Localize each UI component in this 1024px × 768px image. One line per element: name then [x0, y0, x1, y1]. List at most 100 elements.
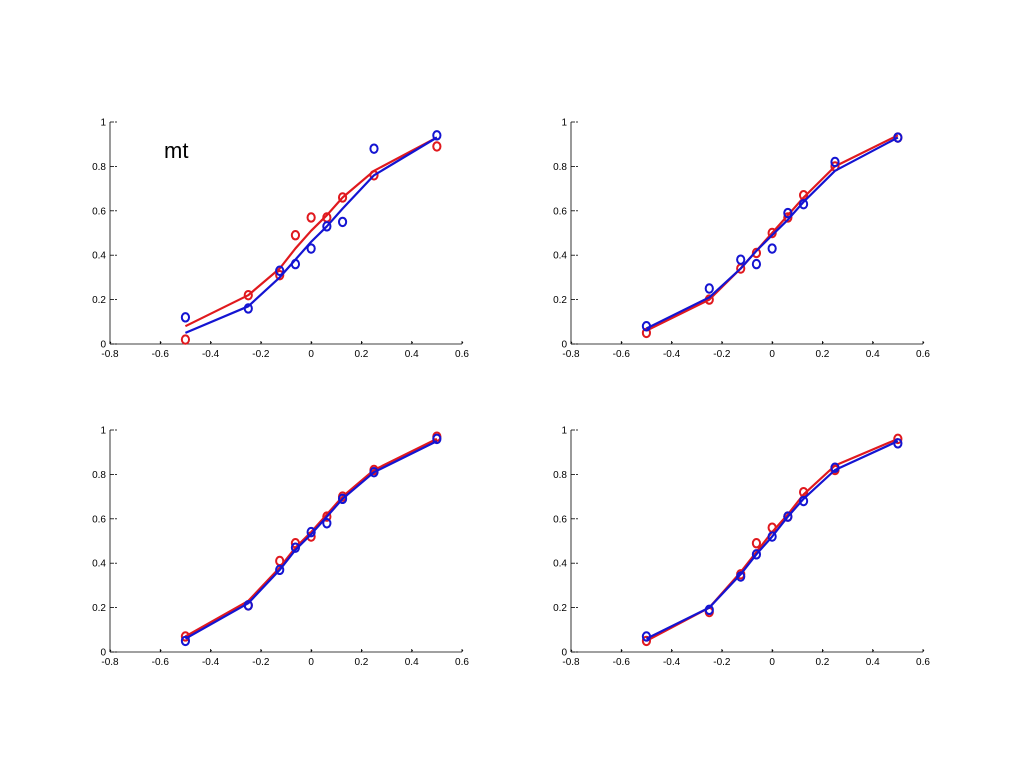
x-tick-top: [361, 341, 363, 344]
x-tick-label: -0.2: [252, 657, 270, 668]
series-1-data-point: [322, 221, 332, 232]
x-tick-label: 0.6: [916, 349, 930, 360]
series-0-data-point: [275, 269, 285, 281]
y-tick-label: 0.6: [553, 206, 567, 217]
series-1-data-point: [290, 542, 301, 553]
y-tick-label: 1: [561, 426, 567, 437]
x-tick-label: 0.2: [815, 349, 829, 360]
series-0-data-point: [290, 230, 301, 241]
x-tick-top: [210, 341, 212, 344]
series-1-data-point: [893, 132, 903, 143]
series-1-fit-line: [184, 136, 438, 334]
x-tick-top: [210, 649, 212, 652]
panel-bottom-left: -0.8 -0.6 -0.4 -0.2 0 0.2 0.4 0.6 0 0.2 0.4 0.6 0.8 1: [92, 426, 469, 669]
x-tick-top: [411, 649, 414, 652]
y-tick-label: 0.8: [92, 470, 106, 481]
x-tick-top: [721, 649, 724, 652]
x-tick-top: [159, 649, 162, 652]
panel-top-right: -0.8 -0.6 -0.4 -0.2 0 0.2 0.4 0.6 0 0.2 0.4 0.6 0.8 1: [553, 118, 930, 361]
x-tick-label: -0.8: [101, 657, 119, 668]
x-tick-top: [260, 341, 263, 344]
x-tick-top: [822, 649, 824, 652]
x-tick-top: [570, 341, 573, 344]
x-tick-top: [570, 649, 573, 652]
x-tick-label: 0.4: [405, 349, 419, 360]
x-tick-top: [872, 649, 875, 652]
x-tick-label: 0: [308, 349, 314, 360]
series-1-data-point: [830, 462, 840, 473]
x-tick-top: [260, 649, 263, 652]
y-tick-label: 0.4: [553, 251, 567, 262]
x-tick-top: [361, 649, 363, 652]
series-1-data-point: [830, 156, 840, 168]
series-1-data-point: [893, 438, 903, 449]
x-tick-label: 0.2: [354, 349, 368, 360]
y-tick-label: 0.6: [92, 514, 106, 525]
x-tick-label: 0.4: [866, 349, 880, 360]
series-0-data-point: [337, 192, 348, 203]
x-tick-label: -0.2: [252, 349, 270, 360]
series-1-data-point: [641, 321, 652, 332]
y-tick-label: 0.8: [553, 162, 567, 173]
x-tick-label: 0.4: [866, 657, 880, 668]
x-tick-label: -0.6: [613, 349, 631, 360]
series-0-data-point: [783, 212, 793, 223]
series-1-data-point: [180, 312, 191, 323]
series-1-data-point: [751, 549, 762, 560]
x-tick-top: [310, 341, 313, 344]
series-0-data-point: [275, 555, 285, 567]
series-1-data-point: [767, 243, 777, 254]
series-1-data-point: [290, 258, 301, 270]
series-0-data-point: [180, 334, 191, 345]
x-tick-top: [461, 341, 464, 344]
series-0-data-point: [306, 212, 316, 223]
x-tick-top: [721, 341, 724, 344]
series-1-fit-line: [645, 136, 899, 330]
y-tick-label: 0.4: [92, 559, 106, 570]
series-1-data-point: [704, 283, 714, 294]
x-tick-top: [771, 341, 774, 344]
series-0-data-point: [641, 635, 652, 647]
series-0-fit-line: [645, 134, 899, 332]
series-1-data-point: [783, 511, 793, 522]
x-tick-label: -0.4: [202, 349, 220, 360]
series-1-data-point: [783, 207, 793, 219]
series-1-data-point: [337, 493, 348, 505]
y-tick-label: 0: [561, 340, 567, 351]
panel-bottom-right: -0.8 -0.6 -0.4 -0.2 0 0.2 0.4 0.6 0 0.2 0.4 0.6 0.8 1: [553, 426, 930, 669]
y-tick-label: 0: [100, 648, 106, 659]
series-1-data-point: [243, 303, 253, 314]
series-1-data-point: [736, 254, 746, 265]
x-tick-label: -0.4: [663, 349, 681, 360]
y-tick-label: 0.6: [92, 206, 106, 217]
x-tick-label: 0: [769, 349, 775, 360]
series-1-data-point: [369, 466, 379, 478]
series-0-fit-line: [184, 136, 438, 328]
x-tick-label: -0.2: [713, 657, 731, 668]
x-tick-top: [109, 649, 112, 652]
x-tick-label: -0.8: [562, 349, 580, 360]
x-tick-top: [620, 649, 623, 652]
x-tick-label: -0.8: [562, 657, 580, 668]
x-tick-top: [310, 649, 313, 652]
y-tick-label: 1: [100, 118, 106, 129]
x-tick-label: -0.8: [101, 349, 119, 360]
x-tick-label: -0.6: [613, 657, 631, 668]
x-tick-top: [822, 341, 824, 344]
x-tick-top: [872, 341, 875, 344]
series-1-fit-line: [184, 440, 438, 640]
y-tick-label: 0.2: [92, 603, 106, 614]
series-1-data-point: [751, 258, 762, 270]
y-tick-label: 0: [561, 648, 567, 659]
x-tick-top: [620, 341, 623, 344]
x-tick-label: 0.6: [455, 349, 469, 360]
series-1-data-point: [432, 433, 442, 445]
series-0-data-point: [751, 247, 762, 259]
y-tick-label: 0.2: [553, 603, 567, 614]
x-tick-label: 0.2: [354, 657, 368, 668]
series-1-data-point: [767, 531, 777, 542]
series-0-data-point: [893, 433, 903, 445]
x-tick-top: [771, 649, 774, 652]
series-1-data-point: [432, 130, 442, 141]
